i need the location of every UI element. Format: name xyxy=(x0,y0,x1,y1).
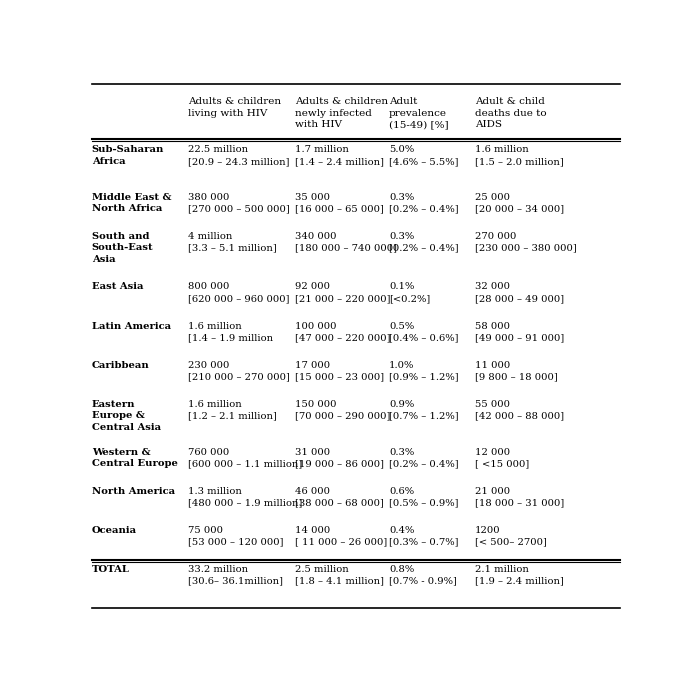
Text: 22.5 million
[20.9 – 24.3 million]: 22.5 million [20.9 – 24.3 million] xyxy=(188,145,290,166)
Text: 4 million
[3.3 – 5.1 million]: 4 million [3.3 – 5.1 million] xyxy=(188,231,277,252)
Text: 1.6 million
[1.2 – 2.1 million]: 1.6 million [1.2 – 2.1 million] xyxy=(188,400,277,420)
Text: 32 000
[28 000 – 49 000]: 32 000 [28 000 – 49 000] xyxy=(475,282,564,303)
Text: Adult & child
deaths due to
AIDS: Adult & child deaths due to AIDS xyxy=(475,97,547,129)
Text: Western &
Central Europe: Western & Central Europe xyxy=(92,448,178,468)
Text: Adults & children
living with HIV: Adults & children living with HIV xyxy=(188,97,281,117)
Text: 800 000
[620 000 – 960 000]: 800 000 [620 000 – 960 000] xyxy=(188,282,290,303)
Text: TOTAL: TOTAL xyxy=(92,565,130,574)
Text: 380 000
[270 000 – 500 000]: 380 000 [270 000 – 500 000] xyxy=(188,193,290,213)
Text: Eastern
Europe &
Central Asia: Eastern Europe & Central Asia xyxy=(92,400,161,432)
Text: 270 000
[230 000 – 380 000]: 270 000 [230 000 – 380 000] xyxy=(475,231,576,252)
Text: 2.1 million
[1.9 – 2.4 million]: 2.1 million [1.9 – 2.4 million] xyxy=(475,565,563,585)
Text: 92 000
[21 000 – 220 000]: 92 000 [21 000 – 220 000] xyxy=(295,282,390,303)
Text: Middle East &
North Africa: Middle East & North Africa xyxy=(92,193,171,213)
Text: 11 000
[9 800 – 18 000]: 11 000 [9 800 – 18 000] xyxy=(475,361,558,381)
Text: 31 000
[19 000 – 86 000]: 31 000 [19 000 – 86 000] xyxy=(295,448,384,468)
Text: Sub-Saharan
Africa: Sub-Saharan Africa xyxy=(92,145,164,166)
Text: 21 000
[18 000 – 31 000]: 21 000 [18 000 – 31 000] xyxy=(475,487,564,507)
Text: 150 000
[70 000 – 290 000]: 150 000 [70 000 – 290 000] xyxy=(295,400,390,420)
Text: 1.6 million
[1.5 – 2.0 million]: 1.6 million [1.5 – 2.0 million] xyxy=(475,145,563,166)
Text: Adults & children
newly infected
with HIV: Adults & children newly infected with HI… xyxy=(295,97,388,129)
Text: South and
South-East
Asia: South and South-East Asia xyxy=(92,231,153,263)
Text: 5.0%
[4.6% – 5.5%]: 5.0% [4.6% – 5.5%] xyxy=(389,145,458,166)
Text: Adult
prevalence
(15-49) [%]: Adult prevalence (15-49) [%] xyxy=(389,97,448,129)
Text: 0.4%
[0.3% – 0.7%]: 0.4% [0.3% – 0.7%] xyxy=(389,526,458,546)
Text: 0.8%
[0.7% - 0.9%]: 0.8% [0.7% - 0.9%] xyxy=(389,565,457,585)
Text: 35 000
[16 000 – 65 000]: 35 000 [16 000 – 65 000] xyxy=(295,193,384,213)
Text: 1.3 million
[480 000 – 1.9 million]: 1.3 million [480 000 – 1.9 million] xyxy=(188,487,303,507)
Text: 0.3%
[0.2% – 0.4%]: 0.3% [0.2% – 0.4%] xyxy=(389,448,459,468)
Text: 25 000
[20 000 – 34 000]: 25 000 [20 000 – 34 000] xyxy=(475,193,564,213)
Text: 75 000
[53 000 – 120 000]: 75 000 [53 000 – 120 000] xyxy=(188,526,283,546)
Text: 2.5 million
[1.8 – 4.1 million]: 2.5 million [1.8 – 4.1 million] xyxy=(295,565,384,585)
Text: 1.7 million
[1.4 – 2.4 million]: 1.7 million [1.4 – 2.4 million] xyxy=(295,145,384,166)
Text: 0.3%
[0.2% – 0.4%]: 0.3% [0.2% – 0.4%] xyxy=(389,193,459,213)
Text: 0.9%
[0.7% – 1.2%]: 0.9% [0.7% – 1.2%] xyxy=(389,400,459,420)
Text: 230 000
[210 000 – 270 000]: 230 000 [210 000 – 270 000] xyxy=(188,361,290,381)
Text: 760 000
[600 000 – 1.1 million]: 760 000 [600 000 – 1.1 million] xyxy=(188,448,303,468)
Text: 1200
[< 500– 2700]: 1200 [< 500– 2700] xyxy=(475,526,547,546)
Text: 0.6%
[0.5% – 0.9%]: 0.6% [0.5% – 0.9%] xyxy=(389,487,458,507)
Text: 340 000
[180 000 – 740 000]: 340 000 [180 000 – 740 000] xyxy=(295,231,397,252)
Text: 58 000
[49 000 – 91 000]: 58 000 [49 000 – 91 000] xyxy=(475,322,564,342)
Text: 17 000
[15 000 – 23 000]: 17 000 [15 000 – 23 000] xyxy=(295,361,384,381)
Text: Latin America: Latin America xyxy=(92,322,171,331)
Text: East Asia: East Asia xyxy=(92,282,143,291)
Text: North America: North America xyxy=(92,487,175,496)
Text: Oceania: Oceania xyxy=(92,526,137,535)
Text: 0.5%
[0.4% – 0.6%]: 0.5% [0.4% – 0.6%] xyxy=(389,322,458,342)
Text: 14 000
[ 11 000 – 26 000]: 14 000 [ 11 000 – 26 000] xyxy=(295,526,388,546)
Text: 33.2 million
[30.6– 36.1million]: 33.2 million [30.6– 36.1million] xyxy=(188,565,283,585)
Text: 0.1%
[<0.2%]: 0.1% [<0.2%] xyxy=(389,282,430,303)
Text: 46 000
[38 000 – 68 000]: 46 000 [38 000 – 68 000] xyxy=(295,487,384,507)
Text: 1.6 million
[1.4 – 1.9 million: 1.6 million [1.4 – 1.9 million xyxy=(188,322,273,342)
Text: Caribbean: Caribbean xyxy=(92,361,149,370)
Text: 1.0%
[0.9% – 1.2%]: 1.0% [0.9% – 1.2%] xyxy=(389,361,459,381)
Text: 12 000
[ <15 000]: 12 000 [ <15 000] xyxy=(475,448,529,468)
Text: 0.3%
[0.2% – 0.4%]: 0.3% [0.2% – 0.4%] xyxy=(389,231,459,252)
Text: 100 000
[47 000 – 220 000]: 100 000 [47 000 – 220 000] xyxy=(295,322,390,342)
Text: 55 000
[42 000 – 88 000]: 55 000 [42 000 – 88 000] xyxy=(475,400,564,420)
